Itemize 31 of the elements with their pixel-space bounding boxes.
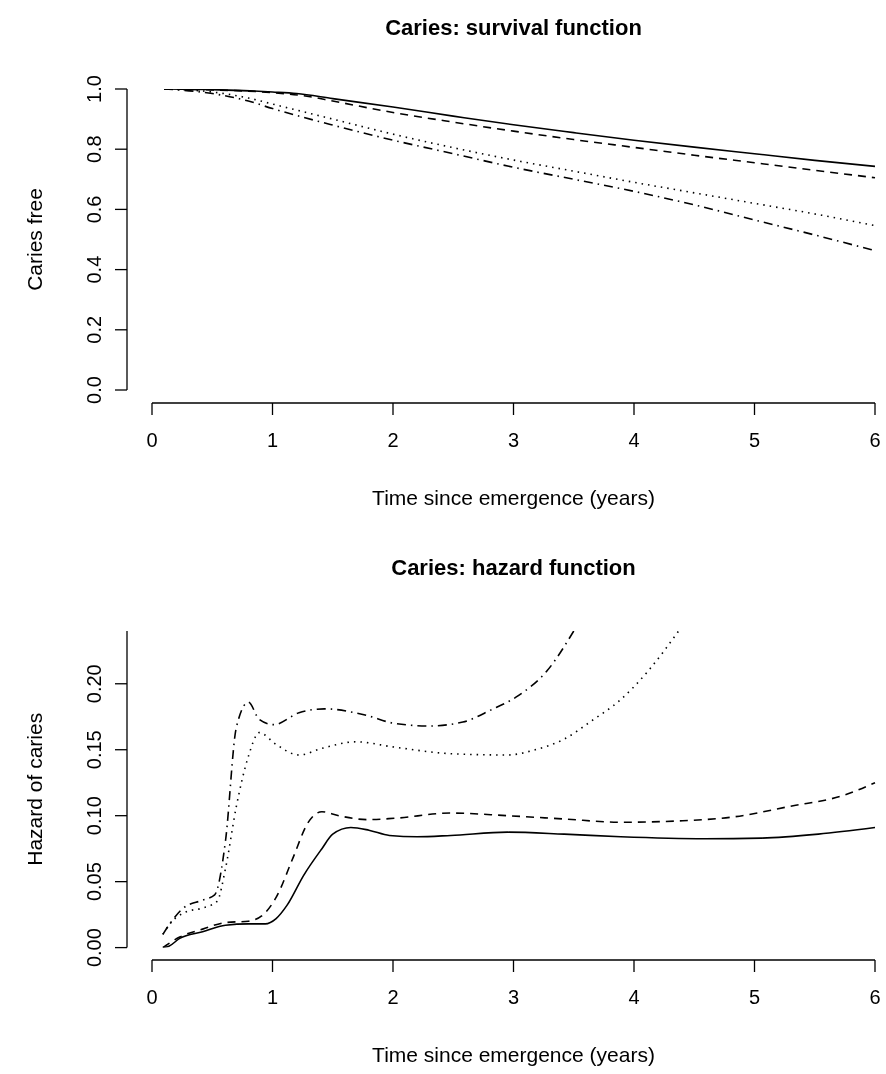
y-tick-label: 0.8 [83,135,105,164]
y-axis-title: Hazard of caries [23,712,46,866]
x-tick-label: 0 [146,429,158,451]
x-tick-label: 4 [628,429,640,451]
x-tick-label: 2 [387,986,399,1008]
x-tick-label: 1 [266,429,279,451]
x-tick-label: 5 [748,429,761,451]
y-tick-label: 0.20 [83,664,105,704]
x-tick-label: 6 [869,986,881,1008]
x-tick-label: 5 [748,986,761,1008]
y-tick-label: 0.00 [83,928,105,968]
y-axis-title: Caries free [23,188,46,291]
x-tick-label: 0 [146,986,158,1008]
y-tick-label: 0.10 [83,796,105,836]
x-axis-title: Time since emergence (years) [372,1043,655,1066]
y-tick-label: 0.6 [83,195,105,224]
x-axis-title: Time since emergence (years) [372,486,655,509]
y-tick-label: 0.2 [83,315,105,344]
x-tick-label: 6 [869,429,881,451]
y-tick-label: 1.0 [83,75,105,103]
y-tick-label: 0.4 [83,255,105,284]
x-tick-label: 1 [266,986,279,1008]
y-tick-label: 0.05 [83,862,105,902]
y-tick-label: 0.15 [83,730,105,770]
chart-title: Caries: survival function [385,15,642,40]
x-tick-label: 4 [628,986,640,1008]
y-tick-label: 0.0 [83,376,105,404]
x-tick-label: 2 [387,429,399,451]
chart-title: Caries: hazard function [391,555,636,580]
x-tick-label: 3 [507,986,520,1008]
x-tick-label: 3 [507,429,520,451]
